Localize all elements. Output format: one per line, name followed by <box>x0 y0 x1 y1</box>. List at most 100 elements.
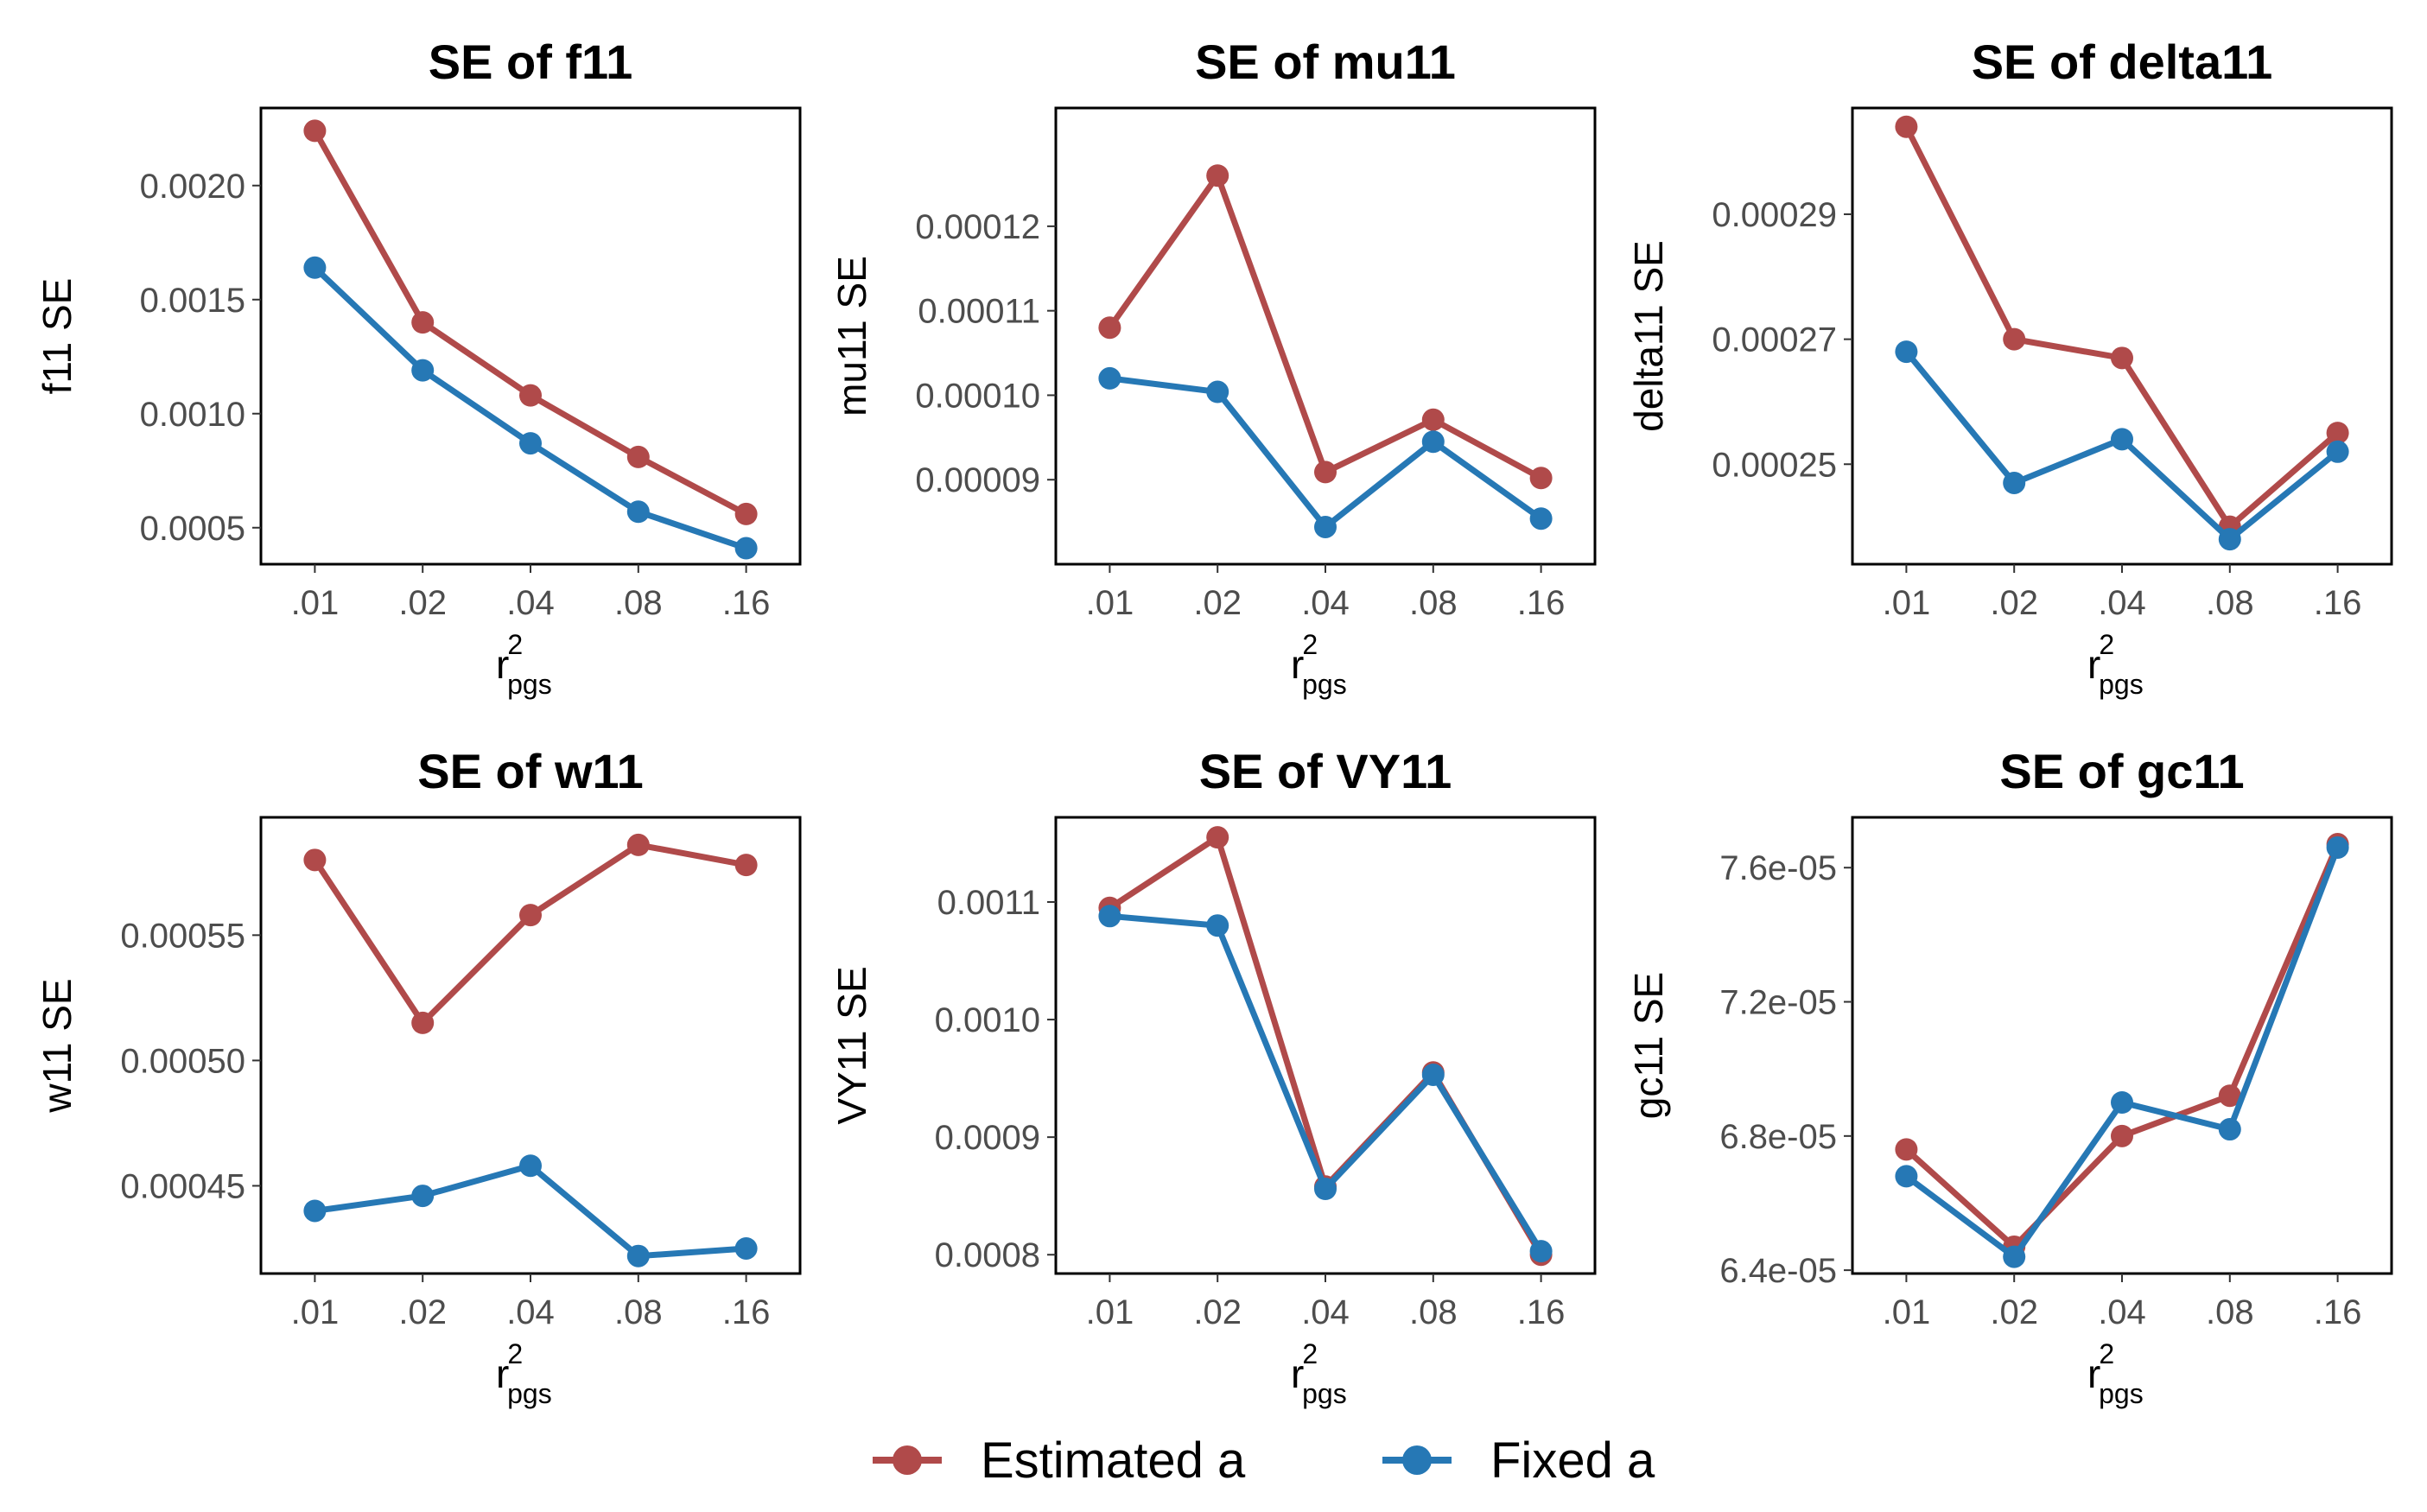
y-tick-label: 0.00025 <box>1712 446 1837 484</box>
data-point <box>1206 826 1229 849</box>
data-point <box>1421 430 1445 454</box>
series-line <box>1904 842 2341 1250</box>
x-axis-label-sub: pgs <box>1302 669 1347 700</box>
x-tick-label: .04 <box>1301 1293 1350 1331</box>
y-axis-label: f11 SE <box>35 278 79 395</box>
series-estimated-a <box>1098 164 1553 490</box>
chart-panel-se-of-gc11: SE of gc11 6.4e-05 6.8e-05 7.2e-05 7.6e-05 .0… <box>1626 744 2393 1409</box>
series-estimated-a <box>1895 115 2349 538</box>
x-tick-label: .02 <box>398 584 447 622</box>
y-axis-label: delta11 SE <box>1626 240 1671 432</box>
data-point <box>1529 1240 1553 1263</box>
data-point <box>626 833 650 856</box>
x-tick-label: .08 <box>614 584 663 622</box>
x-tick-label: .04 <box>2098 1293 2146 1331</box>
y-tick-label: 7.2e-05 <box>1719 984 1837 1022</box>
x-axis-label: r2 pgs <box>1291 1338 1347 1409</box>
x-axis-label-base: r <box>2087 642 2100 687</box>
data-point <box>2003 327 2026 351</box>
chart-panels: SE of f11 0.0005 0.0010 0.0015 0.0020 .01 .02.… <box>35 35 2393 1409</box>
x-axis-label-sup: 2 <box>507 629 523 660</box>
x-axis-label-base: r <box>1291 642 1304 687</box>
data-point <box>1529 467 1553 490</box>
data-point <box>2111 428 2133 451</box>
x-axis-label: r2 pgs <box>496 1338 552 1409</box>
chart-title: SE of VY11 <box>1199 744 1452 798</box>
x-tick-label: .16 <box>722 1293 771 1331</box>
data-point <box>411 359 435 382</box>
series-line <box>314 1162 747 1260</box>
data-point <box>1098 366 1121 390</box>
x-axis-label-base: r <box>1291 1351 1304 1396</box>
legend-key-marker <box>893 1445 922 1475</box>
x-tick-label: .02 <box>1193 1293 1242 1331</box>
y-tick-label: 0.0008 <box>935 1236 1040 1274</box>
y-tick-label: 0.0010 <box>140 396 245 434</box>
series-line <box>1107 172 1543 481</box>
x-tick-label: .02 <box>1990 1293 2038 1331</box>
y-axis-label: VY11 SE <box>829 966 874 1124</box>
x-axis-label-sub: pgs <box>1302 1378 1347 1409</box>
series-estimated-a <box>1895 833 2349 1258</box>
y-axis-label: gc11 SE <box>1626 972 1671 1119</box>
y-tick-label: 0.0015 <box>140 282 245 320</box>
data-point <box>2003 1245 2026 1268</box>
x-tick-label: .01 <box>1086 584 1134 622</box>
chart-title: SE of w11 <box>417 744 643 798</box>
x-tick-label: .04 <box>1301 584 1350 622</box>
data-point <box>734 537 758 560</box>
data-point <box>1206 380 1229 403</box>
series-line <box>1109 375 1543 530</box>
series-fixed-a <box>303 256 758 560</box>
series-fixed-a <box>1895 340 2349 551</box>
legend: Estimated a Fixed a <box>873 1433 1655 1489</box>
x-tick-label: .01 <box>291 1293 340 1331</box>
x-axis-label-sup: 2 <box>2099 629 2114 660</box>
x-tick-label: .01 <box>1883 1293 1931 1331</box>
x-axis-label-sup: 2 <box>1302 1338 1318 1369</box>
y-tick-label: 0.0011 <box>937 884 1040 922</box>
series-fixed-a <box>1895 835 2349 1268</box>
y-tick-label: 6.8e-05 <box>1719 1118 1837 1156</box>
data-point <box>303 1199 327 1223</box>
data-point <box>2326 422 2349 445</box>
x-tick-label: .08 <box>1409 584 1458 622</box>
x-tick-label: .04 <box>506 584 555 622</box>
x-tick-label: .16 <box>2314 584 2362 622</box>
data-point <box>1529 507 1553 530</box>
data-point <box>1421 1064 1445 1087</box>
y-tick-label: 0.00011 <box>918 293 1040 331</box>
x-axis-label-base: r <box>2087 1351 2100 1396</box>
chart-panel-se-of-f11: SE of f11 0.0005 0.0010 0.0015 0.0020 .01 .02.… <box>35 35 802 700</box>
x-tick-label: .16 <box>2314 1293 2362 1331</box>
data-point <box>519 432 542 455</box>
data-point <box>1098 316 1121 340</box>
y-tick-label: 0.00055 <box>120 917 245 955</box>
data-point <box>1895 340 1918 364</box>
series-estimated-a <box>303 119 758 525</box>
data-point <box>1895 115 1918 138</box>
chart-title: SE of gc11 <box>1999 744 2244 798</box>
y-tick-label: 0.00012 <box>915 208 1040 246</box>
data-point <box>734 1236 758 1260</box>
x-axis-label: r2 pgs <box>2087 629 2144 700</box>
x-tick-label: .08 <box>614 1293 663 1331</box>
x-tick-label: .04 <box>506 1293 555 1331</box>
data-point <box>2111 346 2133 370</box>
x-tick-label: .08 <box>2206 584 2254 622</box>
chart-panel-se-of-w11: SE of w11 0.00045 0.00050 0.00055 .01 .02 .04.… <box>35 744 802 1409</box>
data-point <box>1314 515 1337 538</box>
x-axis-label: r2 pgs <box>496 629 552 700</box>
series-line <box>1109 912 1544 1253</box>
series-fixed-a <box>303 1154 758 1267</box>
x-tick-label: .02 <box>398 1293 447 1331</box>
x-tick-label: .04 <box>2098 584 2146 622</box>
series-fixed-a <box>1098 905 1553 1263</box>
data-point <box>519 384 542 407</box>
y-tick-label: 0.0005 <box>140 510 245 548</box>
legend-key-marker <box>1402 1445 1432 1475</box>
plot-frame <box>1851 816 2393 1275</box>
x-tick-label: .16 <box>1517 1293 1566 1331</box>
y-axis-label: mu11 SE <box>829 256 874 416</box>
y-tick-label: 0.00029 <box>1712 196 1837 234</box>
